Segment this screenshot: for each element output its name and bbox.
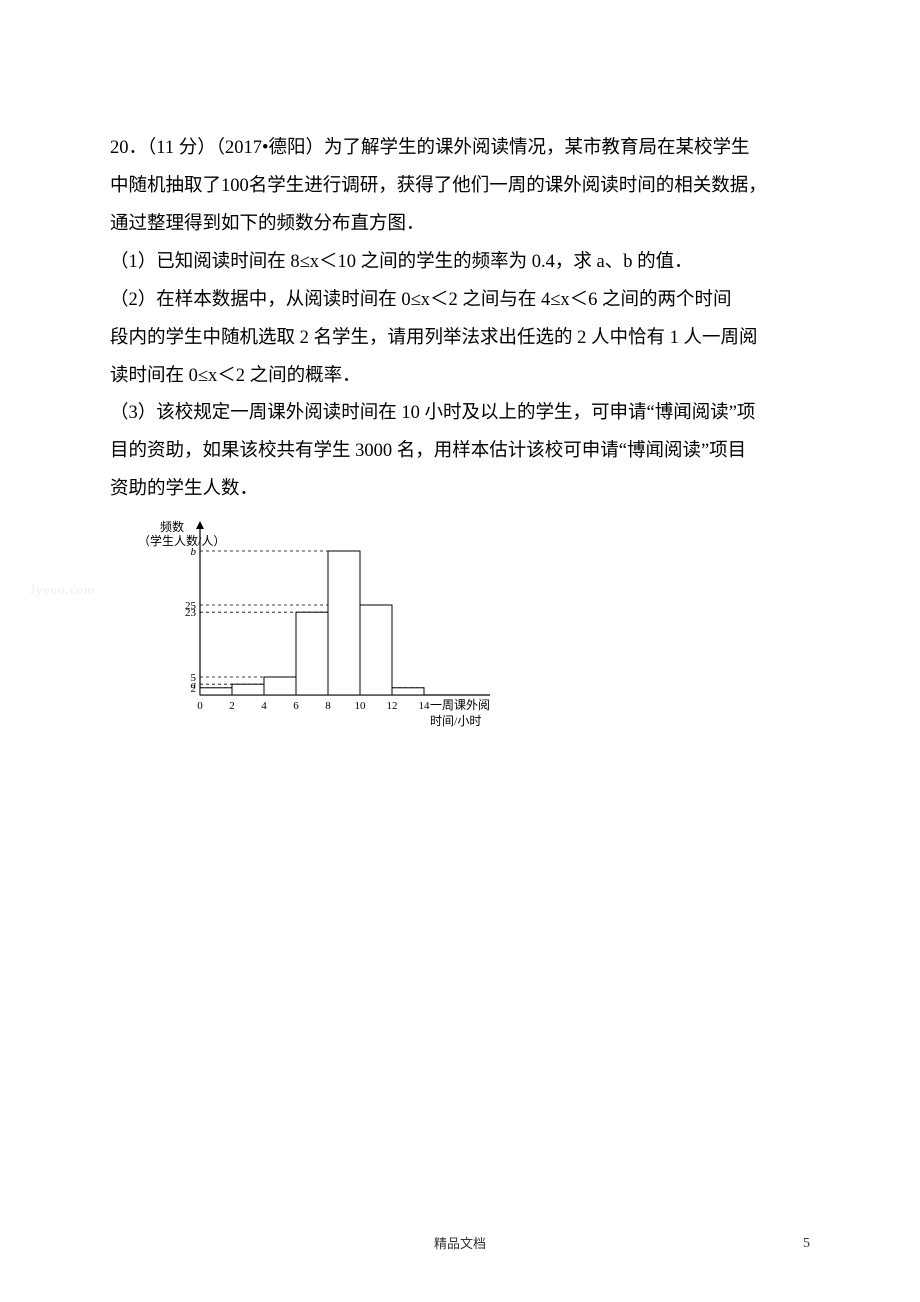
- page: 20．（11 分）（2017•德阳）为了解学生的课外阅读情况，某市教育局在某校学…: [0, 0, 920, 1302]
- q-stem-1: 为了解学生的课外阅读情况，某市教育局在某校学生: [324, 138, 750, 158]
- question-body: 20．（11 分）（2017•德阳）为了解学生的课外阅读情况，某市教育局在某校学…: [110, 130, 810, 509]
- q-part2-l2: 段内的学生中随机选取 2 名学生，请用列举法求出任选的 2 人中恰有 1 人一周…: [110, 328, 758, 348]
- q-points: （11 分）: [147, 138, 216, 158]
- svg-text:23: 23: [185, 607, 197, 619]
- histogram: 频数（学生人数/人）b25235a202468101214一周课外阅读时间/小时: [130, 515, 810, 740]
- q-part3-l1: （3）该校规定一周课外阅读时间在 10 小时及以上的学生，可申请“博闻阅读”项: [110, 403, 755, 423]
- q-number: 20．: [110, 138, 147, 158]
- svg-text:6: 6: [293, 700, 299, 712]
- watermark: Jyeoo.com: [30, 582, 95, 598]
- q-part2-l3: 读时间在 0≤x＜2 之间的概率．: [110, 366, 361, 386]
- svg-text:（学生人数/人）: （学生人数/人）: [138, 533, 225, 548]
- q-stem-3: 通过整理得到如下的频数分布直方图．: [110, 214, 425, 234]
- footer-label: 精品文档: [0, 1233, 920, 1252]
- q-source: （2017•德阳）: [216, 138, 324, 158]
- q-part1: （1）已知阅读时间在 8≤x＜10 之间的学生的频率为 0.4，求 a、b 的值…: [110, 252, 693, 272]
- q-part3-l2: 目的资助，如果该校共有学生 3000 名，用样本估计该校可申请“博闻阅读”项目: [110, 441, 746, 461]
- q-part2-l1: （2）在样本数据中，从阅读时间在 0≤x＜2 之间与在 4≤x＜6 之间的两个时…: [110, 290, 732, 310]
- q-part3-l3: 资助的学生人数．: [110, 479, 258, 499]
- svg-text:频数: 频数: [160, 519, 184, 534]
- svg-text:2: 2: [191, 683, 197, 695]
- histogram-svg: 频数（学生人数/人）b25235a202468101214一周课外阅读时间/小时: [130, 515, 490, 735]
- svg-text:4: 4: [261, 700, 267, 712]
- svg-text:0: 0: [197, 700, 203, 712]
- svg-text:时间/小时: 时间/小时: [430, 714, 481, 728]
- svg-text:一周课外阅读: 一周课外阅读: [430, 698, 490, 712]
- svg-text:2: 2: [229, 700, 235, 712]
- q-stem-2: 中随机抽取了100名学生进行调研，获得了他们一周的课外阅读时间的相关数据，: [110, 176, 767, 196]
- svg-text:8: 8: [325, 700, 331, 712]
- svg-text:14: 14: [419, 700, 431, 712]
- page-number: 5: [803, 1236, 810, 1252]
- svg-text:b: b: [191, 546, 197, 558]
- svg-text:10: 10: [355, 700, 367, 712]
- svg-text:12: 12: [387, 700, 398, 712]
